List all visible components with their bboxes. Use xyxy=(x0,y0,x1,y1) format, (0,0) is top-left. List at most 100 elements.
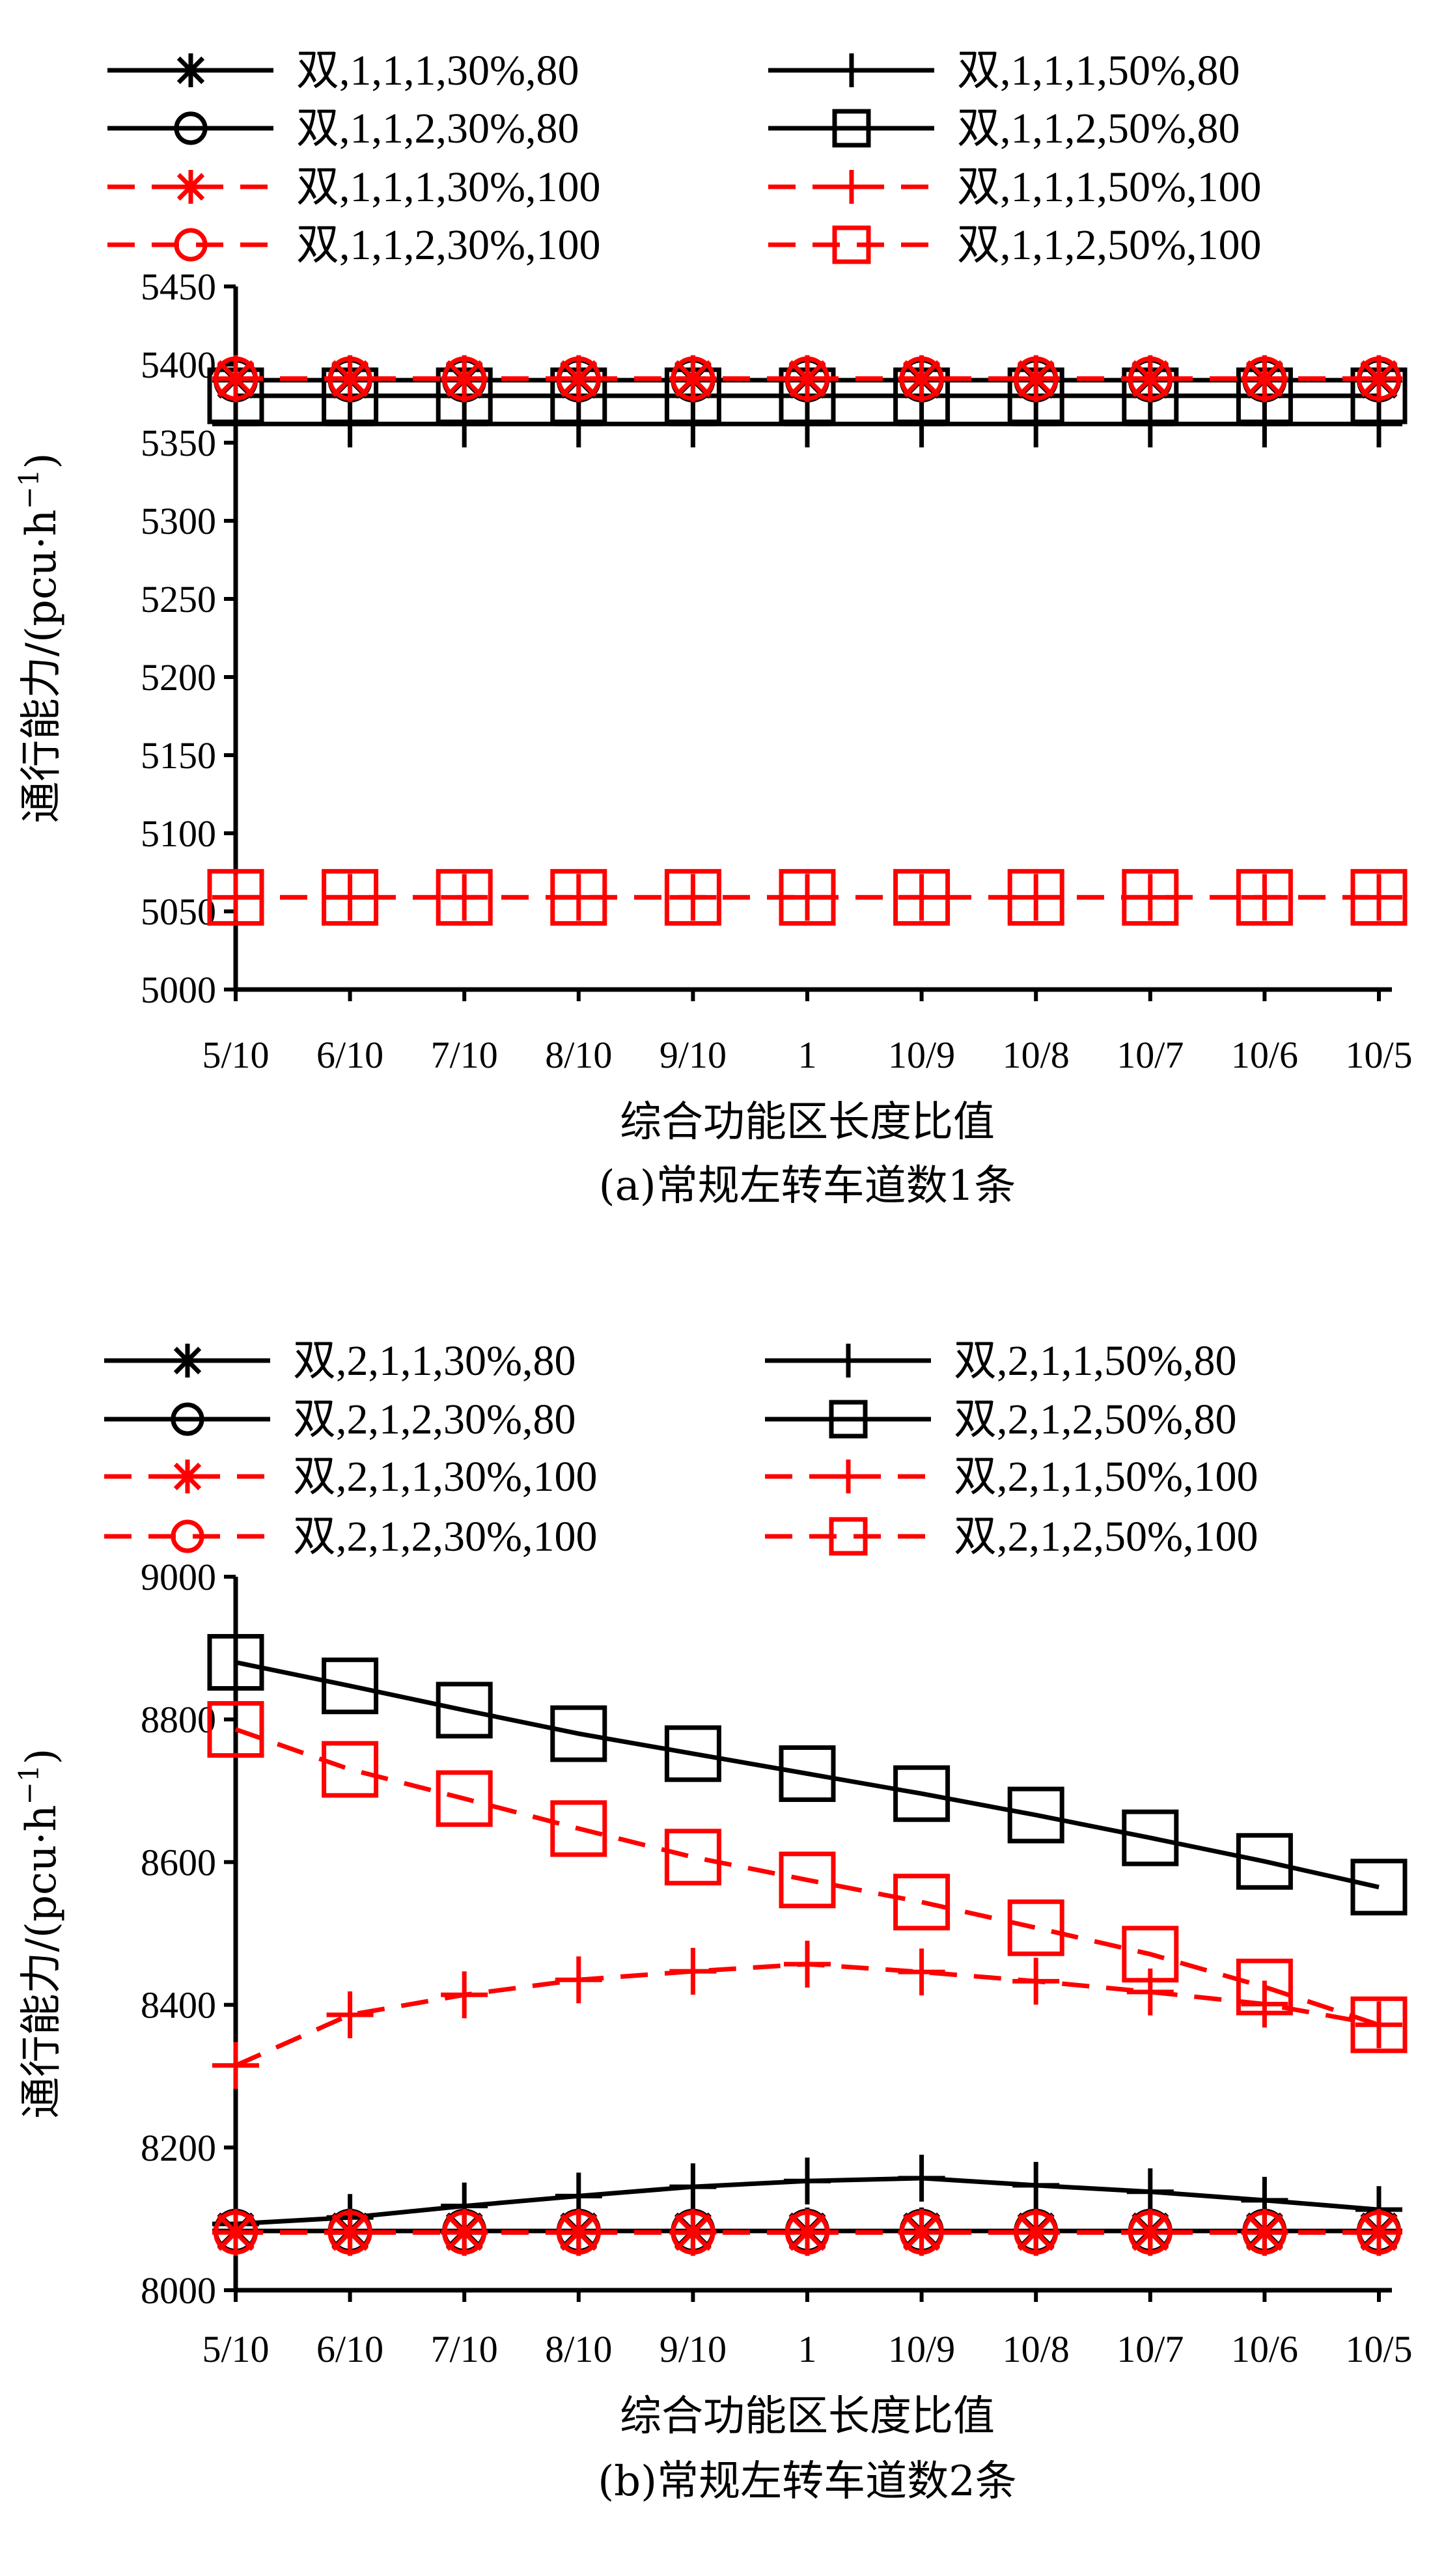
data-point-square xyxy=(1236,868,1293,926)
x-tick-label: 10/8 xyxy=(1003,2328,1070,2370)
y-tick-label: 5100 xyxy=(141,812,216,855)
data-point-circle xyxy=(1242,2210,1287,2255)
legend-label: 双,1,1,2,50%,100 xyxy=(957,221,1261,269)
data-point-square xyxy=(1350,1996,1408,2053)
data-point-plus xyxy=(898,2154,945,2202)
x-tick-label: 10/5 xyxy=(1345,2328,1412,2370)
legend-marker-square xyxy=(829,1400,868,1439)
chart-panel-a: 双,1,1,1,30%,80 双,1,1,2,30%,80 双,1,1,1,30%,… xyxy=(13,47,1413,1210)
data-point-plus xyxy=(1012,1958,1060,2005)
legend-marker-circle xyxy=(174,228,208,262)
caption-b: (b)常规左转车道数2条 xyxy=(598,2458,1017,2506)
data-point-plus xyxy=(1126,1968,1174,2015)
data-point-square xyxy=(779,868,836,926)
data-point-asterisk xyxy=(1355,355,1402,402)
legend-marker-circle xyxy=(171,1519,204,1553)
y-axis-title-a: 通行能力/(pcu·h−1) xyxy=(13,452,66,823)
legend-item: 双,1,1,2,50%,80 xyxy=(768,105,1240,152)
data-point-plus xyxy=(1012,2161,1060,2209)
x-tick-label: 10/5 xyxy=(1345,1034,1412,1076)
data-point-plus xyxy=(555,1956,602,2004)
legend-label: 双,2,1,2,30%,80 xyxy=(293,1396,576,1443)
data-point-plus xyxy=(326,1991,374,2038)
data-point-square xyxy=(664,1725,721,1782)
y-tick-label: 5450 xyxy=(141,266,216,308)
data-point-plus xyxy=(1241,1980,1288,2028)
y-axis-title-b: 通行能力/(pcu·h−1) xyxy=(13,1748,66,2118)
x-tick-label: 10/6 xyxy=(1231,1034,1298,1076)
x-tick-label: 9/10 xyxy=(660,2328,727,2370)
x-tick-label: 5/10 xyxy=(202,2328,269,2370)
y-tick-label: 5150 xyxy=(141,734,216,777)
legend-item: 双,1,1,1,50%,80 xyxy=(768,47,1240,94)
data-point-circle xyxy=(442,356,487,401)
legend-item: 双,1,1,1,30%,80 xyxy=(107,47,579,94)
legend-item: 双,2,1,1,30%,80 xyxy=(104,1337,576,1385)
legend-marker-square xyxy=(829,1517,868,1556)
legend-marker-square xyxy=(832,225,871,264)
data-point-square xyxy=(1007,1899,1064,1956)
legend-item: 双,2,1,2,50%,100 xyxy=(765,1513,1258,1560)
legend-item: 双,1,1,2,50%,100 xyxy=(768,221,1261,269)
data-point-circle xyxy=(784,356,830,401)
x-axis-title-a: 综合功能区长度比值 xyxy=(620,1098,995,1146)
legend-item: 双,2,1,2,30%,80 xyxy=(104,1396,576,1443)
x-axis-title-b: 综合功能区长度比值 xyxy=(620,2392,995,2441)
data-point-square xyxy=(550,1800,607,1857)
x-tick-label: 10/9 xyxy=(888,1034,955,1076)
legend-item: 双,1,1,2,30%,100 xyxy=(107,221,600,269)
y-tick-label: 5250 xyxy=(141,578,216,620)
y-tick-label: 8600 xyxy=(141,1841,216,1883)
x-tick-label: 7/10 xyxy=(431,2328,498,2370)
data-point-square xyxy=(893,868,951,926)
data-point-circle xyxy=(1356,2210,1402,2255)
legend-item: 双,2,1,2,50%,80 xyxy=(765,1396,1236,1443)
legend-marker-circle xyxy=(174,111,208,145)
data-point-circle xyxy=(1356,356,1402,401)
x-tick-label: 10/7 xyxy=(1117,2328,1184,2370)
legend-b: 双,2,1,1,30%,80 双,2,1,2,30%,80 双,2,1,1,30%,… xyxy=(104,1337,1258,1560)
plot-area-a: 5000 5050 5100 5150 5200 5250 5300 5350 5400 5450… xyxy=(141,266,1413,1076)
legend-item: 双,1,1,1,30%,100 xyxy=(107,163,600,211)
data-point-square xyxy=(1236,1833,1293,1890)
y-axis-title-superscript: −1 xyxy=(13,1764,45,1805)
legend-label: 双,1,1,1,30%,100 xyxy=(296,163,600,211)
y-tick-label: 5000 xyxy=(141,969,216,1011)
chart-panel-b: 双,2,1,1,30%,80 双,2,1,2,30%,80 双,2,1,1,30%,… xyxy=(13,1337,1413,2506)
data-point-square xyxy=(207,868,264,926)
series-line xyxy=(234,1727,1380,2027)
series-square-red xyxy=(207,1701,1408,2053)
data-point-circle xyxy=(327,2210,372,2255)
y-tick-label: 5050 xyxy=(141,891,216,933)
legend-label: 双,2,1,1,30%,100 xyxy=(293,1453,597,1501)
x-tick-label: 9/10 xyxy=(660,1034,727,1076)
data-point-square xyxy=(322,1741,379,1798)
data-point-circle xyxy=(1014,356,1059,401)
legend-label: 双,1,1,1,50%,100 xyxy=(957,163,1261,211)
y-tick-label: 5300 xyxy=(141,500,216,542)
series-square-red xyxy=(207,868,1408,926)
legend-label: 双,2,1,2,50%,100 xyxy=(954,1513,1258,1560)
data-point-plus xyxy=(784,2157,831,2205)
legend-marker-plus xyxy=(831,1460,865,1493)
data-point-asterisk xyxy=(784,355,831,402)
data-point-square xyxy=(664,1829,721,1886)
data-point-square xyxy=(1007,868,1064,926)
data-point-circle xyxy=(442,2210,487,2255)
data-point-square xyxy=(1122,1809,1179,1866)
legend-label: 双,2,1,1,50%,80 xyxy=(954,1337,1236,1385)
data-point-square xyxy=(436,1770,493,1827)
legend-marker-plus xyxy=(835,170,868,204)
data-point-square xyxy=(1007,1786,1064,1844)
data-point-square xyxy=(1350,868,1408,926)
y-tick-label: 8000 xyxy=(141,2269,216,2312)
y-axis-title-superscript: −1 xyxy=(13,469,45,509)
y-tick-label: 5400 xyxy=(141,344,216,386)
data-point-circle xyxy=(899,356,944,401)
legend-a: 双,1,1,1,30%,80 双,1,1,2,30%,80 双,1,1,1,30%,… xyxy=(107,47,1261,269)
legend-label: 双,2,1,2,30%,100 xyxy=(293,1513,597,1560)
data-point-plus xyxy=(441,1971,488,2019)
legend-label: 双,1,1,1,50%,80 xyxy=(957,47,1240,94)
data-point-square xyxy=(322,1657,379,1715)
data-point-plus xyxy=(1126,2168,1174,2215)
